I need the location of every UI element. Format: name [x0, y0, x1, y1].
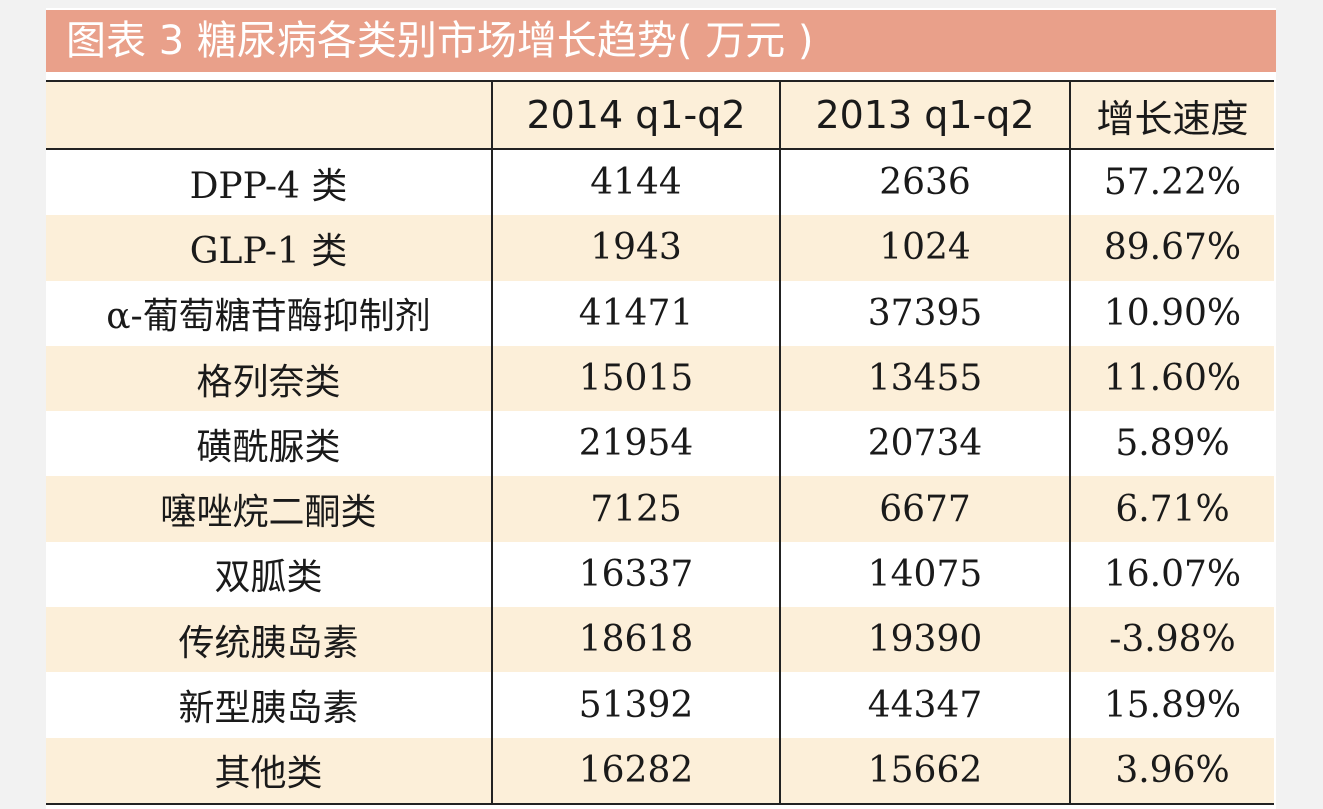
category-cell: 格列奈类: [46, 345, 492, 412]
value-2013-cell: 6677: [779, 476, 1070, 542]
table-row: 噻唑烷二酮类 7125 6677 6.71%: [46, 476, 1274, 542]
category-cell: GLP-1 类: [46, 215, 492, 281]
value-2013-cell: 2636: [779, 149, 1070, 216]
table-row: α-葡萄糖苷酶抑制剂 41471 37395 10.90%: [46, 280, 1274, 346]
table-row: 双胍类 16337 14075 16.07%: [46, 541, 1274, 608]
market-trend-table: 2014 q1-q2 2013 q1-q2 增长速度 DPP-4 类 4144 …: [46, 80, 1274, 805]
category-cell: 噻唑烷二酮类: [46, 476, 492, 542]
value-2014-cell: 41471: [491, 280, 780, 346]
value-2013-cell: 1024: [779, 215, 1070, 281]
header-category: [46, 80, 492, 150]
table-row: 其他类 16282 15662 3.96%: [46, 737, 1274, 805]
value-2013-cell: 44347: [779, 672, 1070, 738]
growth-cell: 5.89%: [1069, 411, 1274, 477]
value-2014-cell: 15015: [491, 345, 780, 412]
category-cell: α-葡萄糖苷酶抑制剂: [46, 280, 492, 346]
growth-cell: 89.67%: [1069, 215, 1274, 281]
value-2014-cell: 21954: [491, 411, 780, 477]
value-2014-cell: 16282: [491, 737, 780, 805]
table-row: 格列奈类 15015 13455 11.60%: [46, 345, 1274, 412]
header-2013: 2013 q1-q2: [779, 80, 1070, 150]
category-cell: 传统胰岛素: [46, 607, 492, 673]
table-row: 磺酰脲类 21954 20734 5.89%: [46, 411, 1274, 477]
growth-cell: 57.22%: [1069, 149, 1274, 216]
header-row: 2014 q1-q2 2013 q1-q2 增长速度: [46, 80, 1274, 150]
value-2013-cell: 20734: [779, 411, 1070, 477]
growth-cell: 15.89%: [1069, 672, 1274, 738]
header-2014: 2014 q1-q2: [491, 80, 780, 150]
growth-cell: 16.07%: [1069, 541, 1274, 608]
category-cell: 双胍类: [46, 541, 492, 608]
category-cell: 磺酰脲类: [46, 411, 492, 477]
category-cell: 新型胰岛素: [46, 672, 492, 738]
value-2013-cell: 37395: [779, 280, 1070, 346]
growth-cell: 10.90%: [1069, 280, 1274, 346]
table-title: 图表 3 糖尿病各类别市场增长趋势( 万元 ): [46, 10, 1276, 72]
value-2013-cell: 19390: [779, 607, 1070, 673]
document-page: 图表 3 糖尿病各类别市场增长趋势( 万元 ) 2014 q1-q2 2013 …: [46, 8, 1276, 809]
value-2014-cell: 51392: [491, 672, 780, 738]
growth-cell: 11.60%: [1069, 345, 1274, 412]
value-2014-cell: 1943: [491, 215, 780, 281]
value-2013-cell: 15662: [779, 737, 1070, 805]
growth-cell: -3.98%: [1069, 607, 1274, 673]
table-row: GLP-1 类 1943 1024 89.67%: [46, 215, 1274, 281]
value-2014-cell: 18618: [491, 607, 780, 673]
value-2013-cell: 13455: [779, 345, 1070, 412]
value-2014-cell: 7125: [491, 476, 780, 542]
growth-cell: 6.71%: [1069, 476, 1274, 542]
category-cell: DPP-4 类: [46, 149, 492, 216]
growth-cell: 3.96%: [1069, 737, 1274, 805]
category-cell: 其他类: [46, 737, 492, 805]
value-2014-cell: 4144: [491, 149, 780, 216]
table-row: 传统胰岛素 18618 19390 -3.98%: [46, 607, 1274, 673]
value-2013-cell: 14075: [779, 541, 1070, 608]
table-row: 新型胰岛素 51392 44347 15.89%: [46, 672, 1274, 738]
table-row: DPP-4 类 4144 2636 57.22%: [46, 149, 1274, 216]
value-2014-cell: 16337: [491, 541, 780, 608]
header-growth: 增长速度: [1069, 80, 1274, 150]
